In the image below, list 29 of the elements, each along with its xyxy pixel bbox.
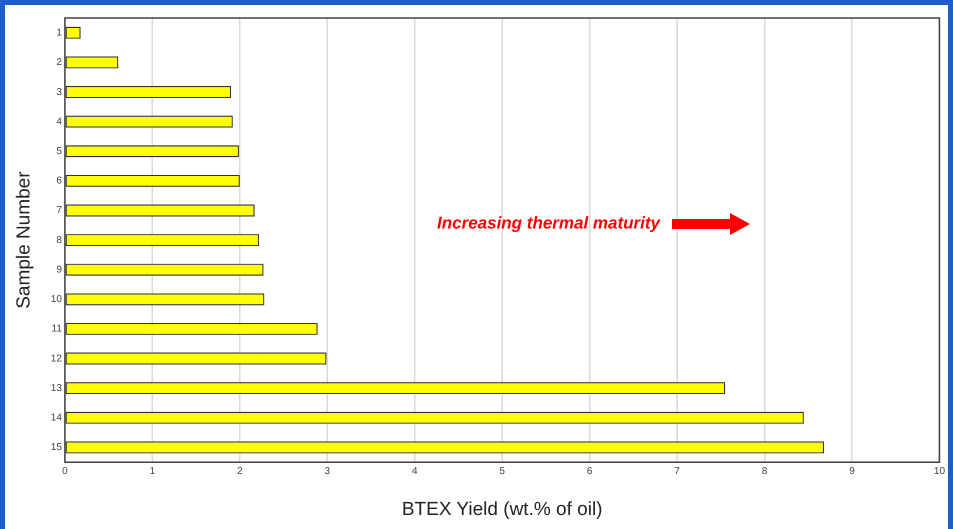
x-tick-label: 0 xyxy=(62,466,68,477)
y-tick-label: 4 xyxy=(56,116,62,128)
y-tick-label: 1 xyxy=(56,28,62,39)
y-tick-label: 3 xyxy=(56,86,62,98)
y-tick-label: 10 xyxy=(50,294,62,306)
x-tick-label: 2 xyxy=(237,466,244,477)
y-tick-label: 2 xyxy=(56,57,62,68)
x-tick-label: 10 xyxy=(934,466,946,477)
x-tick-label: 6 xyxy=(586,466,593,477)
y-tick-label: 11 xyxy=(52,324,62,335)
x-tick-label: 8 xyxy=(762,466,768,477)
x-tick-label: 5 xyxy=(499,466,506,477)
y-tick-label: 13 xyxy=(50,382,62,394)
x-axis-title: BTEX Yield (wt.% of oil) xyxy=(402,498,602,520)
x-tick-label: 4 xyxy=(412,466,418,477)
y-tick-label: 8 xyxy=(56,234,62,246)
y-tick-label: 12 xyxy=(50,353,62,364)
y-axis-title: Sample Number xyxy=(14,170,35,309)
y-tick-label: 9 xyxy=(56,264,62,276)
x-tick-label: 3 xyxy=(324,466,330,477)
y-tick-label: 7 xyxy=(56,205,62,216)
x-tick-label: 1 xyxy=(150,466,156,477)
y-tick-label: 6 xyxy=(56,176,62,187)
y-tick-label: 5 xyxy=(56,146,62,158)
x-tick-label: 7 xyxy=(674,466,680,477)
y-tick-label: 14 xyxy=(50,412,62,424)
annotation: Increasing thermal maturity xyxy=(437,214,662,233)
x-tick-label: 9 xyxy=(849,466,856,477)
y-tick-label: 15 xyxy=(50,442,62,454)
